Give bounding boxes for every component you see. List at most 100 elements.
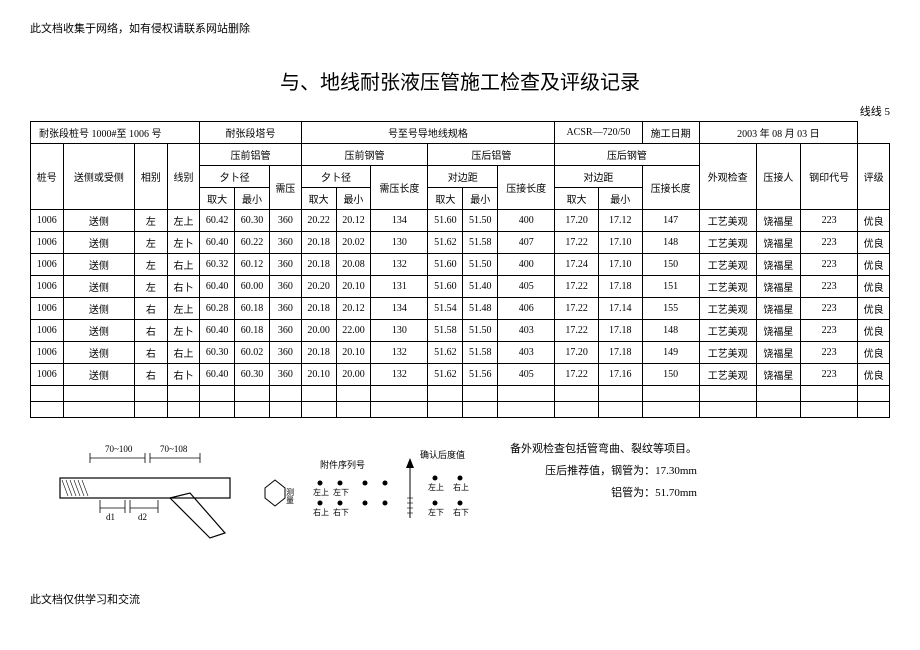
cell-app: 工艺美观 <box>699 364 756 386</box>
cell-c1: 51.60 <box>428 276 463 298</box>
cell-a1: 60.28 <box>200 298 235 320</box>
cell-a2: 60.00 <box>235 276 270 298</box>
cell-person: 饶福星 <box>756 364 800 386</box>
cell-c3: 406 <box>498 298 555 320</box>
cell-side: 送侧 <box>63 298 135 320</box>
tower-label: 耐张段塔号 <box>200 122 301 144</box>
cell-c1: 51.60 <box>428 210 463 232</box>
cell-grade: 优良 <box>858 298 890 320</box>
cell-app: 工艺美观 <box>699 320 756 342</box>
cell-b2: 22.00 <box>336 320 371 342</box>
cell-d3: 149 <box>642 342 699 364</box>
dim1-text: 70~100 <box>105 444 133 454</box>
cell-side: 送侧 <box>63 276 135 298</box>
cell-phase: 左 <box>135 276 168 298</box>
cell-person: 饶福星 <box>756 276 800 298</box>
page-title: 与、地线耐张液压管施工检查及评级记录 <box>30 66 890 95</box>
col-press-len-1: 压接长度 <box>498 166 555 210</box>
cell-b1: 20.18 <box>301 298 336 320</box>
cell-c2: 51.58 <box>463 342 498 364</box>
cell-stamp: 223 <box>801 298 858 320</box>
cell-b2: 20.12 <box>336 210 371 232</box>
cell-d2: 17.18 <box>598 276 642 298</box>
col-presser: 压接人 <box>756 144 800 210</box>
cell-app: 工艺美观 <box>699 298 756 320</box>
cell-person: 饶福星 <box>756 232 800 254</box>
cell-b2: 20.10 <box>336 276 371 298</box>
cell-b3: 132 <box>371 254 428 276</box>
cell-b1: 20.22 <box>301 210 336 232</box>
record-table: 耐张段桩号 1000#至 1006 号 耐张段塔号 号至号导地线规格 ACSR—… <box>30 121 890 418</box>
after-text: 确认后度值 <box>420 449 465 460</box>
cell-person: 饶福星 <box>756 298 800 320</box>
cell-stamp: 223 <box>801 254 858 276</box>
cell-app: 工艺美观 <box>699 276 756 298</box>
footer-note: 此文档仅供学习和交流 <box>30 591 890 607</box>
cell-a2: 60.02 <box>235 342 270 364</box>
table-row: 1006送侧右左卜60.4060.1836020.0022.0013051.58… <box>31 320 890 342</box>
pile-value: 1000#至 1006 号 <box>92 129 162 140</box>
cell-a3: 360 <box>269 320 301 342</box>
cell-pile: 1006 <box>31 364 64 386</box>
cell-line: 左卜 <box>167 232 200 254</box>
cell-d2: 17.18 <box>598 320 642 342</box>
note-1: 备外观检查包括管弯曲、裂纹等项目。 <box>510 438 697 460</box>
cell-grade: 优良 <box>858 276 890 298</box>
cell-b2: 20.10 <box>336 342 371 364</box>
cell-a3: 360 <box>269 276 301 298</box>
svg-text:测量: 测量 <box>286 488 295 504</box>
cell-c3: 405 <box>498 276 555 298</box>
cell-d2: 17.14 <box>598 298 642 320</box>
acsr-label: ACSR—720/50 <box>555 122 642 144</box>
col-need-press-len: 需压长度 <box>371 166 428 210</box>
cell-pile: 1006 <box>31 254 64 276</box>
cell-b2: 20.00 <box>336 364 371 386</box>
cell-b3: 134 <box>371 298 428 320</box>
cell-a1: 60.40 <box>200 364 235 386</box>
cell-c3: 403 <box>498 342 555 364</box>
col-pre-steel: 压前钢管 <box>301 144 428 166</box>
cell-d2: 17.18 <box>598 342 642 364</box>
date-label: 施工日期 <box>642 122 699 144</box>
cell-phase: 左 <box>135 232 168 254</box>
cell-c3: 405 <box>498 364 555 386</box>
cell-a2: 60.18 <box>235 298 270 320</box>
col-min-2: 最小 <box>336 188 371 210</box>
cell-b1: 20.18 <box>301 342 336 364</box>
cell-app: 工艺美观 <box>699 254 756 276</box>
cell-a1: 60.42 <box>200 210 235 232</box>
cell-d3: 150 <box>642 364 699 386</box>
cell-pile: 1006 <box>31 276 64 298</box>
note-2: 压后推荐值，钢管为：17.30mm <box>510 460 697 482</box>
cell-side: 送侧 <box>63 210 135 232</box>
cell-stamp: 223 <box>801 232 858 254</box>
col-need-press-1: 需压 <box>269 166 301 210</box>
spec-label: 号至号导地线规格 <box>301 122 555 144</box>
cell-c2: 51.50 <box>463 320 498 342</box>
cell-b1: 20.00 <box>301 320 336 342</box>
cell-c2: 51.50 <box>463 254 498 276</box>
cell-a1: 60.32 <box>200 254 235 276</box>
cell-b3: 132 <box>371 342 428 364</box>
ys1: 右上 <box>313 507 329 517</box>
zs1: 左上 <box>313 487 329 497</box>
cell-side: 送侧 <box>63 254 135 276</box>
zx1: 左下 <box>333 487 349 497</box>
cell-a3: 360 <box>269 210 301 232</box>
cell-stamp: 223 <box>801 276 858 298</box>
cell-person: 饶福星 <box>756 342 800 364</box>
cell-c2: 51.58 <box>463 232 498 254</box>
cell-c1: 51.62 <box>428 364 463 386</box>
cell-a1: 60.40 <box>200 320 235 342</box>
cell-phase: 右 <box>135 342 168 364</box>
col-post-al: 压后铝管 <box>428 144 555 166</box>
col-press-len-2: 压接长度 <box>642 166 699 210</box>
cell-pile: 1006 <box>31 210 64 232</box>
cell-a3: 360 <box>269 232 301 254</box>
table-row: 1006送侧右右卜60.4060.3036020.1020.0013251.62… <box>31 364 890 386</box>
cell-b1: 20.18 <box>301 232 336 254</box>
cell-d3: 148 <box>642 232 699 254</box>
cell-person: 饶福星 <box>756 320 800 342</box>
cell-b3: 131 <box>371 276 428 298</box>
col-max-4: 取大 <box>555 188 599 210</box>
